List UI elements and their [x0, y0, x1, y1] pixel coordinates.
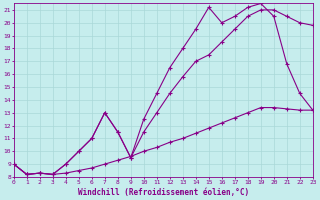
X-axis label: Windchill (Refroidissement éolien,°C): Windchill (Refroidissement éolien,°C)	[78, 188, 249, 197]
